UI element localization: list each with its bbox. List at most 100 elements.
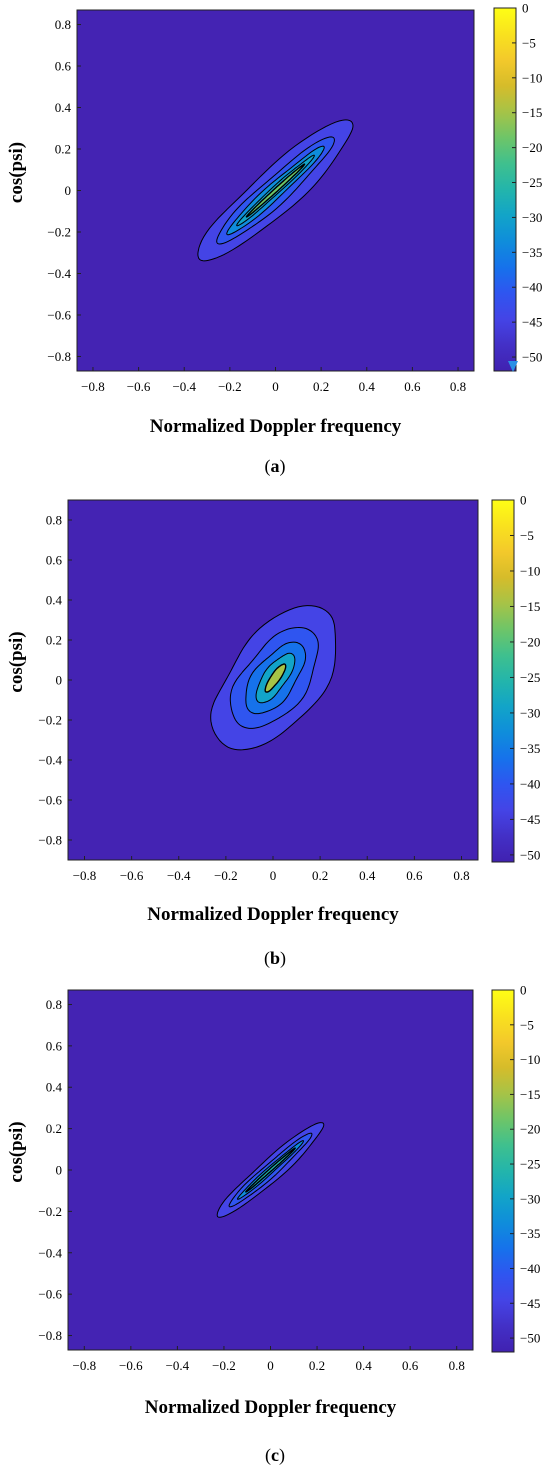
y-tick-label: −0.8	[38, 833, 62, 848]
x-tick-label: 0.2	[309, 1358, 325, 1373]
colorbar-tick-label: −15	[520, 599, 540, 614]
y-tick-label: 0.8	[46, 997, 62, 1012]
colorbar-tick-label: −10	[520, 1052, 540, 1067]
colorbar-tick-label: −20	[522, 140, 542, 155]
x-tick-label: −0.6	[120, 868, 144, 883]
colorbar-tick-label: 0	[520, 983, 527, 998]
x-tick-label: −0.8	[81, 379, 105, 394]
panel-caption: (c)	[265, 1445, 285, 1466]
heatmap-chart-a: −0.8 −0.6 −0.4 −0.2 0 0.2 0.4 0.6 0.8 0.8 0.6 0.4 0.…	[6, 1, 542, 478]
x-tick-label: 0	[267, 1358, 274, 1373]
x-tick-label: −0.2	[212, 1358, 236, 1373]
y-tick-label: 0.2	[46, 1121, 62, 1136]
colorbar-tick-label: −45	[520, 812, 540, 827]
figure-panel-a: −0.8 −0.6 −0.4 −0.2 0 0.2 0.4 0.6 0.8 0.8 0.6 0.4 0.…	[0, 0, 550, 490]
y-tick-label: 0.8	[46, 513, 62, 528]
y-tick-label: −0.2	[47, 224, 71, 239]
colorbar-tick-label: −15	[520, 1087, 540, 1102]
x-axis-label: Normalized Doppler frequency	[145, 1397, 397, 1418]
x-tick-label: 0	[272, 379, 279, 394]
x-tick-label: 0.8	[449, 1358, 465, 1373]
x-tick-label: −0.6	[119, 1358, 143, 1373]
x-tick-label: −0.2	[214, 868, 238, 883]
x-tick-label: −0.8	[72, 1358, 96, 1373]
colorbar-tick-label: −40	[520, 776, 540, 791]
colorbar-tick-label: −30	[520, 1191, 540, 1206]
x-tick-label: −0.6	[127, 379, 151, 394]
x-tick-label: 0.4	[359, 868, 376, 883]
colorbar	[491, 989, 515, 1353]
x-tick-label: 0	[270, 868, 277, 883]
panel-caption: (a)	[265, 456, 286, 477]
x-tick-label: 0.8	[450, 379, 466, 394]
colorbar-tick-label: −50	[520, 847, 540, 862]
y-tick-label: 0.4	[55, 100, 72, 115]
panel-caption: (b)	[264, 948, 286, 969]
colorbar-tick-label: −40	[522, 280, 542, 295]
colorbar-marker-icon	[508, 361, 518, 372]
y-tick-label: 0	[56, 673, 63, 688]
colorbar-tick-label: −10	[520, 563, 540, 578]
y-tick-label: −0.4	[38, 1245, 62, 1260]
colorbar-tick-label: −20	[520, 1122, 540, 1137]
x-tick-label: 0.6	[402, 1358, 419, 1373]
x-tick-label: 0.6	[404, 379, 421, 394]
x-tick-label: 0.8	[453, 868, 469, 883]
x-tick-label: −0.4	[166, 1358, 190, 1373]
colorbar	[491, 499, 515, 863]
colorbar-tick-label: −35	[522, 245, 542, 260]
colorbar-tick-label: −15	[522, 105, 542, 120]
figure-panel-b: −0.8 −0.6 −0.4 −0.2 0 0.2 0.4 0.6 0.8 0.8 0.6 0.4 0.…	[0, 490, 550, 980]
contour-region	[245, 163, 306, 218]
y-tick-label: 0.4	[46, 1080, 63, 1095]
y-tick-label: 0	[56, 1163, 63, 1178]
y-tick-label: 0.6	[46, 553, 63, 568]
colorbar-tick-label: −50	[520, 1331, 540, 1346]
x-axis-label: Normalized Doppler frequency	[150, 416, 402, 437]
y-tick-label: −0.6	[38, 793, 62, 808]
y-tick-label: 0.4	[46, 593, 63, 608]
y-tick-label: 0.2	[46, 633, 62, 648]
colorbar-tick-label: −25	[522, 175, 542, 190]
colorbar-tick-label: −10	[522, 70, 542, 85]
y-tick-label: −0.4	[47, 266, 71, 281]
x-tick-label: −0.2	[218, 379, 242, 394]
y-tick-label: −0.4	[38, 753, 62, 768]
y-tick-label: −0.2	[38, 1204, 62, 1219]
colorbar-tick-label: −5	[520, 1017, 534, 1032]
y-tick-label: 0.8	[55, 17, 71, 32]
x-tick-label: 0.4	[355, 1358, 372, 1373]
colorbar-tick-label: −30	[522, 210, 542, 225]
colorbar-tick-label: −20	[520, 634, 540, 649]
y-tick-label: −0.6	[38, 1287, 62, 1302]
y-axis-label: cos(psi)	[6, 1121, 27, 1182]
contour-region	[245, 1147, 296, 1193]
x-axis-label: Normalized Doppler frequency	[147, 904, 399, 925]
y-tick-label: −0.6	[47, 307, 71, 322]
colorbar-tick-label: −5	[522, 35, 536, 50]
y-tick-label: −0.8	[47, 349, 71, 364]
colorbar-tick-label: −5	[520, 528, 534, 543]
colorbar-tick-label: −35	[520, 741, 540, 756]
colorbar-tick-label: −45	[522, 315, 542, 330]
y-axis-label: cos(psi)	[6, 142, 27, 203]
y-tick-label: 0.2	[55, 142, 71, 157]
y-tick-label: −0.8	[38, 1328, 62, 1343]
colorbar-tick-label: 0	[520, 493, 527, 508]
colorbar-tick-label: −35	[520, 1226, 540, 1241]
x-tick-label: −0.8	[73, 868, 97, 883]
colorbar-tick-label: −50	[522, 350, 542, 365]
x-tick-label: 0.2	[313, 379, 329, 394]
heatmap-chart-c: −0.8 −0.6 −0.4 −0.2 0 0.2 0.4 0.6 0.8 0.8 0.6 0.4 0.…	[6, 983, 540, 1467]
x-tick-label: 0.2	[312, 868, 328, 883]
colorbar-tick-label: −45	[520, 1296, 540, 1311]
x-tick-label: −0.4	[172, 379, 196, 394]
y-tick-label: 0.6	[55, 59, 72, 74]
x-tick-label: 0.6	[406, 868, 423, 883]
colorbar-tick-label: −25	[520, 1157, 540, 1172]
heatmap-chart-b: −0.8 −0.6 −0.4 −0.2 0 0.2 0.4 0.6 0.8 0.8 0.6 0.4 0.…	[6, 493, 540, 970]
x-tick-label: −0.4	[167, 868, 191, 883]
figure-panel-c: −0.8 −0.6 −0.4 −0.2 0 0.2 0.4 0.6 0.8 0.8 0.6 0.4 0.…	[0, 980, 550, 1479]
y-tick-label: 0.6	[46, 1038, 63, 1053]
y-axis-label: cos(psi)	[6, 631, 27, 692]
